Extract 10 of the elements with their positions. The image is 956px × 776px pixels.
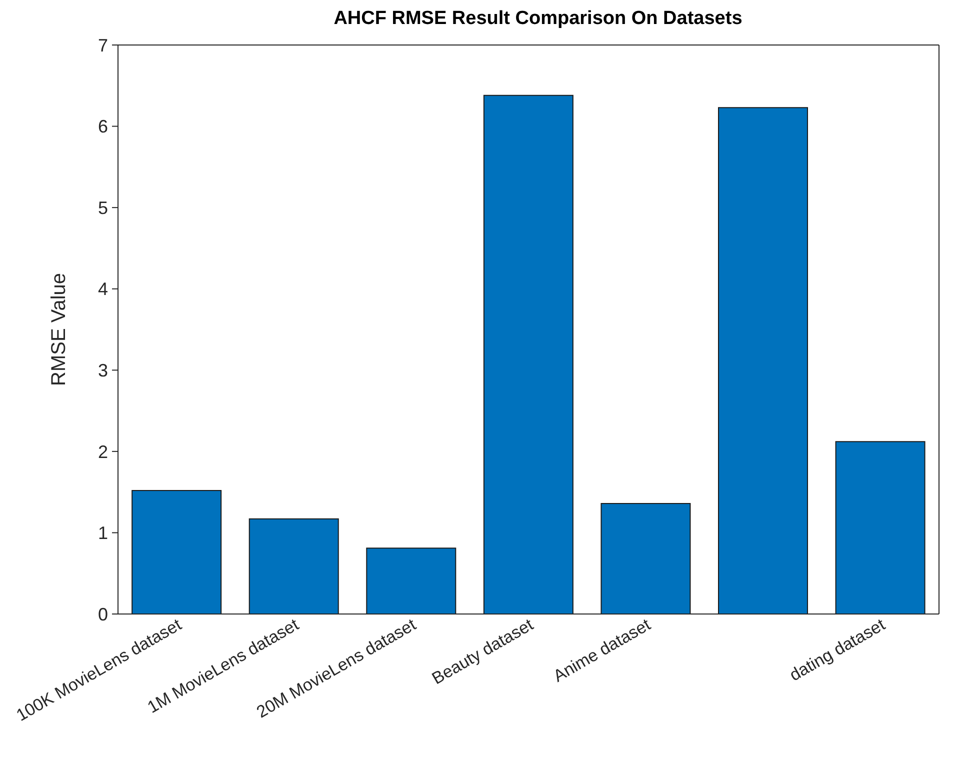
y-tick-label: 0: [98, 604, 108, 624]
y-tick-label: 7: [98, 35, 108, 56]
y-tick-label: 2: [98, 442, 108, 462]
y-tick-label: 3: [98, 360, 108, 381]
y-tick-label: 4: [98, 279, 108, 300]
chart-title: AHCF RMSE Result Comparison On Datasets: [332, 8, 744, 31]
y-tick-label: 6: [98, 116, 108, 137]
y-tick-label: 5: [98, 198, 108, 218]
y-axis-title: RMSE Value: [48, 272, 70, 386]
y-tick-label: 1: [98, 523, 108, 544]
